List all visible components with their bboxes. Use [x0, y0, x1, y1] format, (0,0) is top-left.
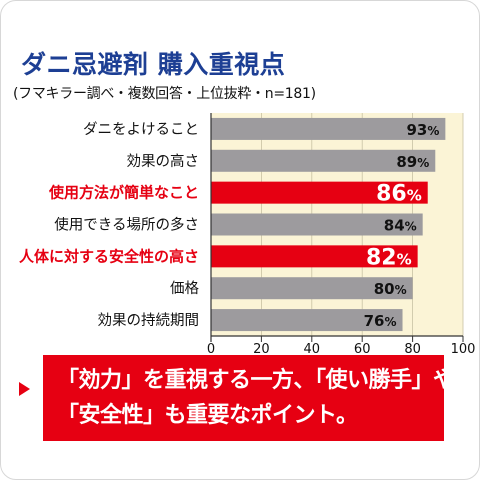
bar	[211, 181, 428, 204]
x-tick-label: 40	[304, 342, 321, 357]
value-label: 76%	[364, 312, 397, 330]
callout-box: 「効力」を重視する一方、「使い勝手」や 「安全性」も重要なポイント。	[43, 355, 455, 441]
bar	[211, 149, 436, 172]
bar	[211, 309, 403, 332]
value-label: 82%	[366, 245, 412, 270]
x-tick-label: 80	[404, 342, 421, 357]
callout-line-1: 「効力」を重視する一方、「使い勝手」や	[57, 368, 455, 393]
value-label: 89%	[396, 153, 429, 171]
chart-subtitle: (フマキラー調べ・複数回答・上位抜粋・n=181)	[13, 86, 316, 102]
value-label: 84%	[384, 217, 417, 235]
x-tick-label: 100	[451, 342, 476, 357]
value-label: 80%	[374, 280, 407, 298]
category-label: ダニをよけること	[83, 121, 199, 138]
callout-line-2: 「安全性」も重要なポイント。	[57, 403, 358, 428]
category-label: 人体に対する安全性の高さ	[19, 247, 199, 265]
category-label: 価格	[170, 280, 199, 297]
value-label: 93%	[406, 121, 439, 139]
category-label: 使用できる場所の多さ	[54, 217, 199, 234]
x-tick-label: 20	[253, 342, 270, 357]
chart-title: ダニ忌避剤 購入重視点	[21, 50, 286, 79]
category-label: 使用方法が簡単なこと	[48, 184, 199, 202]
callout-arrow-icon	[19, 382, 30, 396]
bar	[211, 245, 418, 268]
x-tick-label: 0	[207, 342, 215, 357]
bar	[211, 213, 423, 236]
bar	[211, 277, 413, 300]
bar	[211, 117, 446, 140]
category-label: 効果の高さ	[127, 153, 200, 170]
category-label: 効果の持続期間	[98, 312, 200, 329]
x-tick-label: 60	[354, 342, 371, 357]
value-label: 86%	[376, 182, 422, 207]
